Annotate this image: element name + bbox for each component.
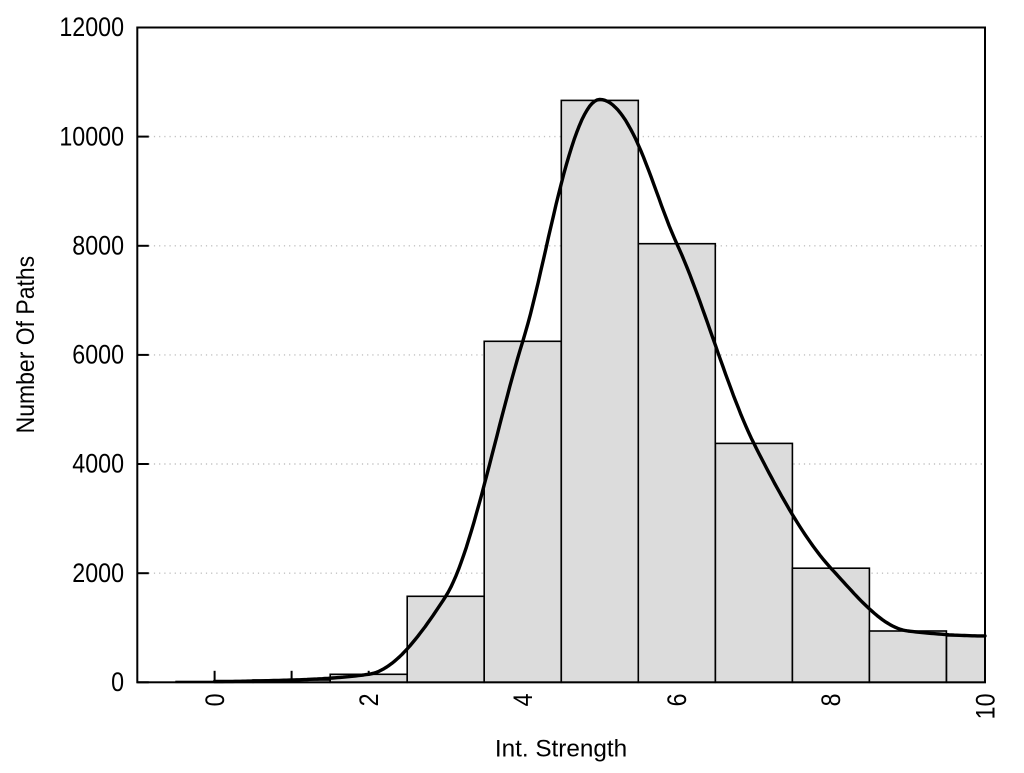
svg-text:6: 6 — [662, 694, 692, 707]
svg-text:Number Of Paths: Number Of Paths — [12, 256, 40, 434]
svg-text:0: 0 — [111, 667, 124, 697]
svg-text:10: 10 — [971, 694, 1001, 720]
svg-text:4000: 4000 — [72, 449, 124, 479]
svg-text:Int. Strength: Int. Strength — [495, 735, 627, 762]
svg-text:12000: 12000 — [59, 13, 124, 43]
svg-text:8000: 8000 — [72, 231, 124, 261]
svg-text:2000: 2000 — [72, 558, 124, 588]
svg-text:8: 8 — [817, 694, 847, 707]
svg-text:2: 2 — [354, 694, 384, 707]
svg-text:0: 0 — [200, 694, 230, 707]
svg-text:10000: 10000 — [59, 122, 124, 152]
svg-text:4: 4 — [508, 694, 538, 707]
svg-text:6000: 6000 — [72, 340, 124, 370]
